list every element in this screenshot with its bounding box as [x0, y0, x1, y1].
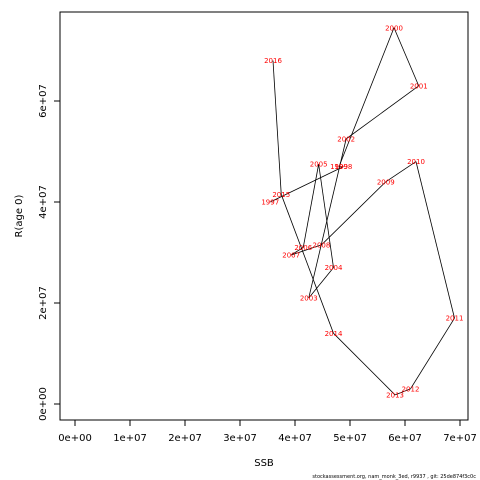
series-segment-1997-1998 [270, 166, 344, 203]
point-label-2010: 2010 [407, 158, 425, 166]
series-segment-1999-2000 [338, 27, 395, 167]
point-label-2014: 2014 [325, 330, 343, 338]
series-segment-2014-2015 [280, 194, 334, 334]
series-segment-2004-2005 [318, 164, 334, 268]
series-segment-2002-2003 [308, 138, 347, 299]
x-tick-label: 6e+07 [388, 433, 422, 444]
series-segment-2010-2011 [415, 161, 455, 319]
x-tick-label: 5e+07 [333, 433, 367, 444]
y-tick-label: 2e+07 [38, 286, 49, 320]
y-axis: 0e+00 2e+07 4e+07 6e+07 [38, 84, 61, 421]
point-label-2003: 2003 [300, 294, 318, 302]
series-segment-2008-2009 [321, 181, 387, 246]
point-label-2007: 2007 [282, 252, 300, 260]
series-segment-2006-2007 [290, 247, 304, 256]
series-segment-2012-2013 [394, 388, 411, 396]
series-segment-2005-2006 [302, 164, 320, 248]
footer-stamp: stockassessment.org, nam_monk_3ed, r9937… [312, 474, 476, 480]
point-label-2016: 2016 [264, 57, 282, 65]
x-tick-label: 4e+07 [278, 433, 312, 444]
y-tick-label: 4e+07 [38, 185, 49, 219]
y-tick-label: 6e+07 [38, 84, 49, 118]
series-segment-2013-2014 [333, 333, 396, 396]
point-label-1998: 1998 [334, 163, 352, 171]
point-label-2008: 2008 [312, 241, 330, 249]
point-label-2006: 2006 [294, 244, 312, 252]
point-label-1999: 1999 [330, 163, 348, 171]
point-label-1997: 1997 [261, 199, 279, 207]
x-tick-label: 1e+07 [113, 433, 147, 444]
point-label-2001: 2001 [410, 82, 428, 90]
point-label-2002: 2002 [337, 135, 355, 143]
series-segment-2011-2012 [410, 317, 455, 390]
series-segment-2015-2016 [272, 60, 282, 195]
x-tick-label: 7e+07 [443, 433, 477, 444]
x-tick-label: 2e+07 [168, 433, 202, 444]
point-label-2011: 2011 [446, 315, 464, 323]
point-label-2015: 2015 [272, 191, 290, 199]
point-label-2004: 2004 [325, 264, 343, 272]
x-axis: 0e+00 1e+07 2e+07 3e+07 4e+07 5e+07 6e+07 7e+07 [58, 419, 477, 444]
series-segment-2000-2001 [393, 27, 420, 87]
point-label-2013: 2013 [386, 391, 404, 399]
y-axis-title: R(age 0) [14, 194, 25, 237]
y-tick-label: 0e+00 [38, 387, 49, 421]
x-tick-label: 0e+00 [58, 433, 92, 444]
point-label-2000: 2000 [385, 24, 403, 32]
point-label-2005: 2005 [310, 161, 328, 169]
series-path [270, 27, 455, 396]
x-tick-label: 3e+07 [223, 433, 257, 444]
series-segment-2001-2002 [345, 85, 419, 140]
series-segment-2007-2008 [291, 244, 322, 256]
series-segment-2003-2004 [308, 267, 334, 299]
point-label-2012: 2012 [402, 385, 420, 393]
point-label-2009: 2009 [377, 178, 395, 186]
x-axis-title: SSB [254, 458, 274, 469]
series-segment-2009-2010 [385, 161, 417, 183]
